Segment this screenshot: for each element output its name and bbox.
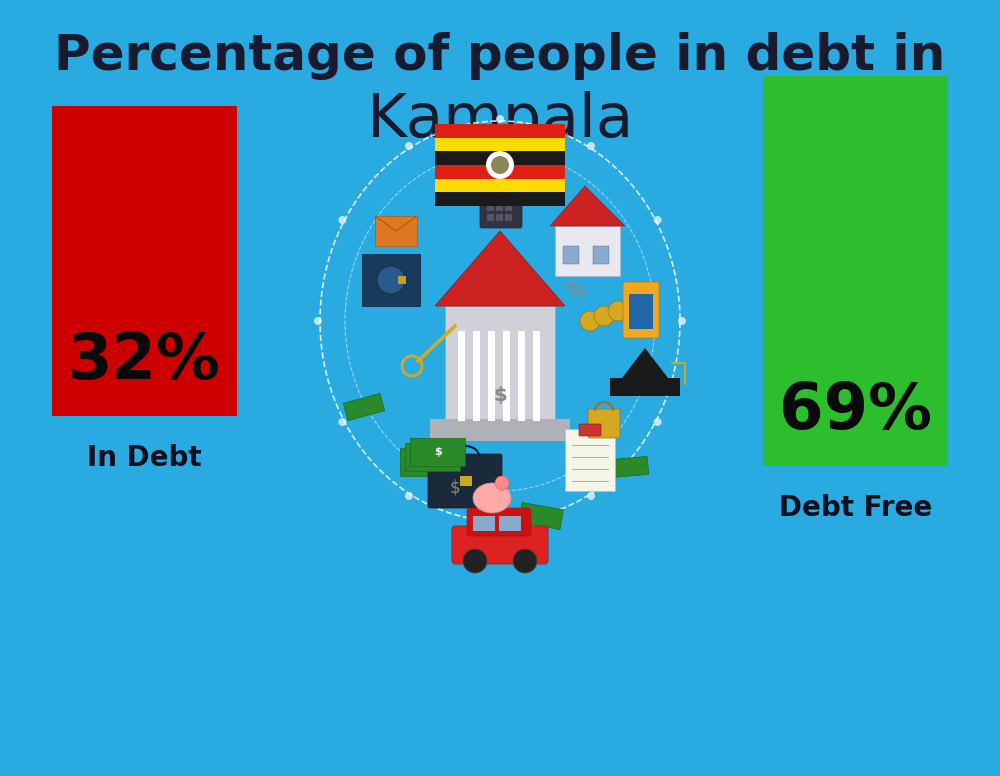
Text: Percentage of people in debt in: Percentage of people in debt in — [54, 32, 946, 80]
FancyBboxPatch shape — [435, 192, 565, 206]
Text: $: $ — [450, 479, 460, 497]
FancyBboxPatch shape — [343, 393, 385, 421]
Polygon shape — [550, 186, 625, 226]
FancyBboxPatch shape — [563, 246, 579, 264]
Circle shape — [405, 492, 413, 500]
Circle shape — [513, 549, 537, 573]
FancyBboxPatch shape — [473, 331, 480, 421]
Circle shape — [486, 151, 514, 179]
FancyBboxPatch shape — [410, 438, 465, 466]
Circle shape — [594, 306, 614, 326]
Text: %: % — [565, 282, 585, 300]
Text: $: $ — [424, 457, 432, 467]
Circle shape — [495, 476, 509, 490]
FancyBboxPatch shape — [496, 214, 503, 221]
FancyBboxPatch shape — [473, 516, 495, 531]
FancyBboxPatch shape — [487, 204, 494, 211]
Circle shape — [338, 216, 346, 224]
FancyBboxPatch shape — [52, 106, 237, 416]
Circle shape — [491, 156, 509, 174]
Circle shape — [654, 216, 662, 224]
FancyBboxPatch shape — [505, 214, 512, 221]
FancyBboxPatch shape — [405, 443, 460, 471]
FancyBboxPatch shape — [629, 294, 653, 329]
Circle shape — [377, 266, 405, 294]
FancyBboxPatch shape — [579, 424, 601, 436]
FancyBboxPatch shape — [445, 306, 555, 421]
Polygon shape — [515, 136, 560, 154]
FancyBboxPatch shape — [435, 137, 565, 151]
FancyBboxPatch shape — [518, 331, 525, 421]
Circle shape — [405, 142, 413, 150]
FancyBboxPatch shape — [480, 176, 522, 228]
FancyBboxPatch shape — [400, 448, 455, 476]
FancyBboxPatch shape — [460, 476, 472, 486]
FancyBboxPatch shape — [467, 508, 531, 536]
FancyBboxPatch shape — [610, 378, 680, 396]
FancyBboxPatch shape — [375, 216, 417, 246]
FancyBboxPatch shape — [428, 454, 502, 508]
FancyBboxPatch shape — [609, 456, 649, 477]
FancyBboxPatch shape — [505, 204, 512, 211]
FancyBboxPatch shape — [435, 151, 565, 165]
Text: $: $ — [434, 447, 442, 457]
FancyBboxPatch shape — [458, 331, 465, 421]
Text: 32%: 32% — [68, 330, 221, 392]
Circle shape — [314, 317, 322, 325]
FancyBboxPatch shape — [588, 409, 620, 438]
FancyBboxPatch shape — [430, 419, 570, 441]
FancyBboxPatch shape — [499, 516, 521, 531]
FancyBboxPatch shape — [398, 276, 406, 284]
Text: 69%: 69% — [779, 380, 932, 442]
Circle shape — [587, 142, 595, 150]
Circle shape — [678, 317, 686, 325]
Text: In Debt: In Debt — [87, 444, 202, 472]
Circle shape — [654, 418, 662, 426]
FancyBboxPatch shape — [623, 282, 659, 338]
FancyBboxPatch shape — [503, 331, 510, 421]
FancyBboxPatch shape — [763, 76, 948, 466]
Circle shape — [463, 549, 487, 573]
Circle shape — [496, 115, 504, 123]
Ellipse shape — [485, 137, 515, 155]
FancyBboxPatch shape — [487, 184, 515, 196]
FancyBboxPatch shape — [555, 226, 620, 276]
Polygon shape — [622, 348, 668, 378]
Circle shape — [608, 301, 628, 321]
FancyBboxPatch shape — [593, 246, 609, 264]
FancyBboxPatch shape — [487, 214, 494, 221]
FancyBboxPatch shape — [488, 331, 495, 421]
Polygon shape — [440, 136, 485, 154]
Circle shape — [496, 519, 504, 527]
Text: Debt Free: Debt Free — [779, 494, 932, 522]
Circle shape — [580, 311, 600, 331]
FancyBboxPatch shape — [533, 331, 540, 421]
Text: $: $ — [429, 452, 437, 462]
FancyBboxPatch shape — [452, 526, 548, 564]
Circle shape — [338, 418, 346, 426]
FancyBboxPatch shape — [362, 254, 420, 306]
Text: $: $ — [493, 386, 507, 406]
FancyBboxPatch shape — [435, 165, 565, 178]
FancyBboxPatch shape — [565, 429, 615, 491]
Circle shape — [587, 492, 595, 500]
FancyBboxPatch shape — [435, 124, 565, 137]
FancyBboxPatch shape — [435, 178, 565, 192]
Text: %: % — [403, 451, 417, 465]
FancyBboxPatch shape — [519, 503, 563, 529]
Ellipse shape — [473, 483, 511, 513]
FancyBboxPatch shape — [496, 204, 503, 211]
Text: Kampala: Kampala — [367, 92, 633, 151]
Polygon shape — [435, 231, 565, 306]
